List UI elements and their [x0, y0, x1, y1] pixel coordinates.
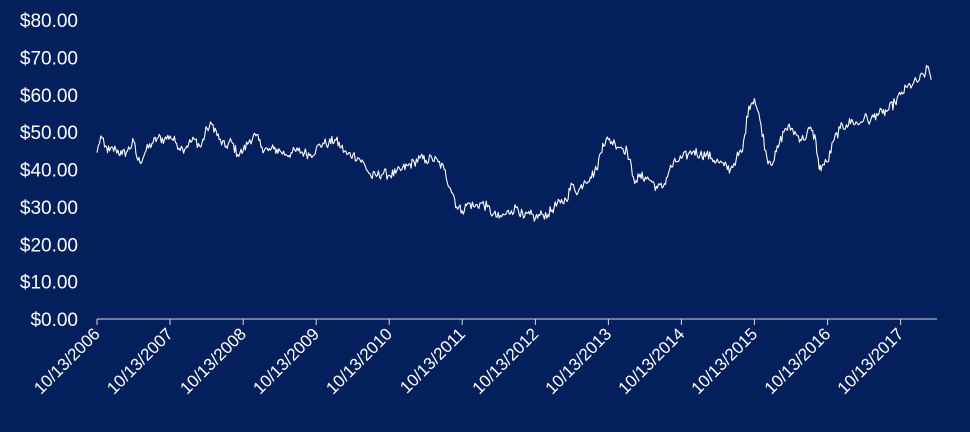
- y-tick-label: $60.00: [20, 86, 78, 107]
- y-tick-label: $40.00: [20, 161, 78, 182]
- y-tick-label: $20.00: [20, 235, 78, 256]
- x-tick-label: 10/13/2008: [176, 324, 250, 398]
- x-tick-label: 10/13/2007: [103, 324, 177, 398]
- price-series-line: [96, 64, 932, 222]
- x-tick-label: 10/13/2010: [322, 324, 396, 398]
- x-tick-label: 10/13/2006: [30, 324, 104, 398]
- x-tick-label: 10/13/2012: [469, 324, 543, 398]
- y-tick-label: $0.00: [30, 310, 78, 331]
- y-tick-label: $10.00: [20, 273, 78, 294]
- x-tick-label: 10/13/2016: [761, 324, 835, 398]
- y-tick-label: $70.00: [20, 48, 78, 69]
- x-tick-label: 10/13/2014: [615, 324, 689, 398]
- y-tick-label: $50.00: [20, 123, 78, 144]
- y-tick-label: $30.00: [20, 198, 78, 219]
- y-tick-label: $80.00: [20, 11, 78, 32]
- x-tick-label: 10/13/2013: [542, 324, 616, 398]
- x-tick-label: 10/13/2009: [249, 324, 323, 398]
- x-tick-label: 10/13/2017: [834, 324, 908, 398]
- x-tick-label: 10/13/2015: [688, 324, 762, 398]
- y-axis: $0.00 $10.00 $20.00 $30.00 $40.00 $50.00 $60.0…: [20, 11, 78, 331]
- plot-area: [96, 64, 932, 222]
- x-tick-label: 10/13/2011: [396, 324, 469, 397]
- x-axis: 10/13/2006 10/13/2007 10/13/2008 10/13/2009…: [30, 318, 937, 398]
